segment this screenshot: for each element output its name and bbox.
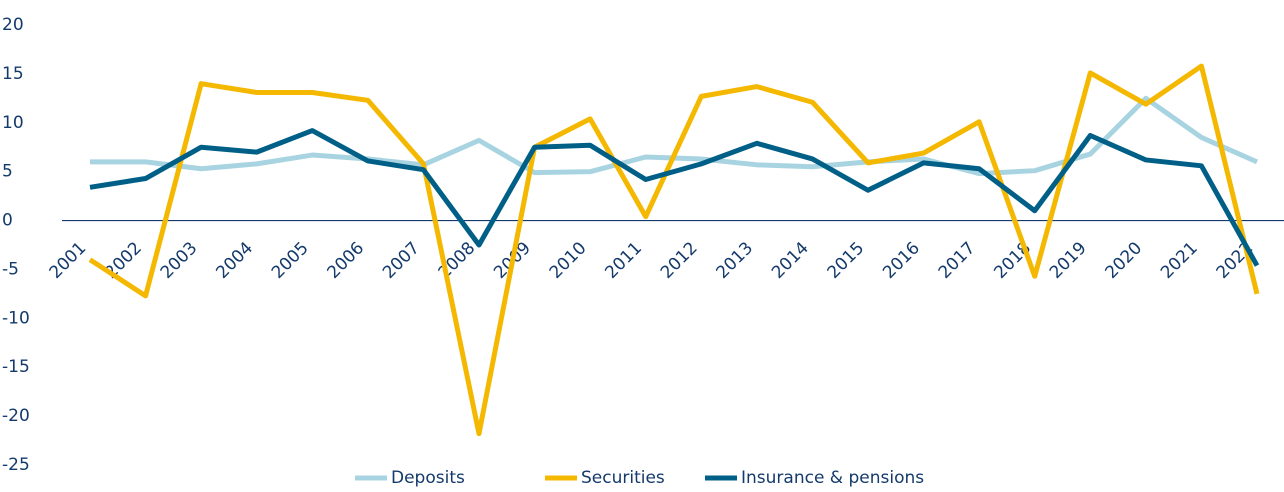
y-tick-label: 5: [2, 162, 13, 182]
y-tick-label: 20: [2, 15, 24, 35]
x-tick-label: 2019: [1046, 238, 1091, 283]
x-tick-label: 2004: [212, 238, 257, 283]
x-tick-label: 2013: [712, 238, 757, 283]
x-tick-label: 2020: [1101, 238, 1146, 283]
x-tick-label: 2010: [546, 238, 591, 283]
x-tick-label: 2003: [157, 238, 202, 283]
y-tick-label: -20: [2, 406, 30, 426]
y-tick-label: -25: [2, 455, 30, 475]
legend-label: Securities: [581, 468, 665, 488]
x-tick-label: 2021: [1157, 238, 1202, 283]
series-line: [89, 128, 1260, 267]
y-tick-label: 10: [2, 113, 24, 133]
x-tick-label: 2012: [657, 238, 702, 283]
x-tick-label: 2014: [768, 238, 813, 283]
x-tick-label: 2006: [323, 238, 368, 283]
x-tick-label: 2016: [879, 238, 924, 283]
x-tick-label: 2002: [101, 238, 146, 283]
legend-label: Deposits: [391, 468, 465, 488]
x-tick-label: 2017: [935, 238, 980, 283]
y-tick-label: -10: [2, 308, 30, 328]
y-tick-label: -5: [2, 259, 19, 279]
y-tick-label: -15: [2, 357, 30, 377]
y-tick-label: 0: [2, 211, 13, 231]
x-tick-label: 2001: [46, 238, 91, 283]
x-tick-label: 2011: [601, 238, 646, 283]
y-tick-label: 15: [2, 64, 24, 84]
x-tick-label: 2007: [379, 238, 424, 283]
legend-label: Insurance & pensions: [741, 468, 924, 488]
x-tick-label: 2005: [268, 238, 313, 283]
x-tick-label: 2015: [824, 238, 869, 283]
